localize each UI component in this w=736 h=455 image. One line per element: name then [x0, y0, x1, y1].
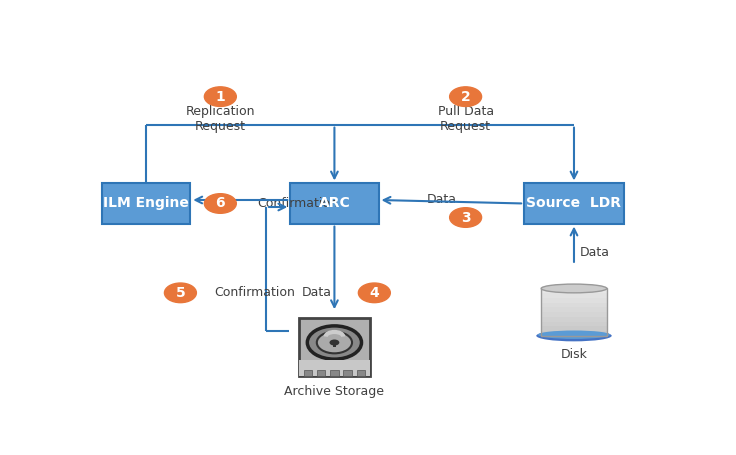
- Text: 3: 3: [461, 211, 470, 224]
- Text: Data: Data: [580, 246, 609, 259]
- Text: 4: 4: [369, 286, 379, 300]
- Text: Replication
Request: Replication Request: [185, 106, 255, 133]
- Text: 5: 5: [176, 286, 185, 300]
- Text: Pull Data
Request: Pull Data Request: [437, 106, 494, 133]
- Bar: [299, 318, 370, 376]
- FancyBboxPatch shape: [290, 183, 378, 224]
- Bar: [541, 312, 606, 317]
- Text: Source  LDR: Source LDR: [526, 197, 621, 211]
- Text: 1: 1: [216, 90, 225, 104]
- Bar: [541, 326, 606, 331]
- Bar: [541, 298, 606, 303]
- Ellipse shape: [541, 284, 606, 293]
- Bar: [299, 360, 370, 376]
- Bar: [541, 308, 606, 312]
- Text: Confirmation: Confirmation: [215, 286, 296, 299]
- Bar: [541, 293, 606, 298]
- Text: Data: Data: [302, 286, 331, 299]
- Bar: [541, 288, 606, 293]
- Circle shape: [308, 326, 361, 359]
- Ellipse shape: [537, 330, 612, 341]
- Bar: [541, 322, 606, 326]
- Circle shape: [330, 339, 339, 345]
- Bar: [541, 303, 606, 308]
- Circle shape: [316, 332, 352, 354]
- Circle shape: [450, 87, 481, 106]
- Circle shape: [450, 207, 481, 228]
- Bar: [357, 370, 365, 376]
- Circle shape: [164, 283, 197, 303]
- Bar: [303, 370, 312, 376]
- Bar: [344, 370, 352, 376]
- Circle shape: [358, 283, 390, 303]
- FancyBboxPatch shape: [102, 183, 191, 224]
- Bar: [330, 370, 339, 376]
- Bar: [541, 288, 606, 336]
- Bar: [316, 370, 325, 376]
- FancyBboxPatch shape: [524, 183, 624, 224]
- Text: 6: 6: [216, 197, 225, 211]
- Text: Disk: Disk: [561, 348, 587, 361]
- Text: ARC: ARC: [319, 197, 350, 211]
- Text: Data: Data: [427, 193, 457, 207]
- Circle shape: [205, 87, 236, 106]
- Bar: [541, 331, 606, 336]
- Text: 2: 2: [461, 90, 470, 104]
- Ellipse shape: [538, 330, 610, 339]
- Bar: [333, 343, 336, 347]
- Circle shape: [205, 194, 236, 213]
- Text: Confirmation: Confirmation: [258, 197, 339, 210]
- Text: ILM Engine: ILM Engine: [103, 197, 189, 211]
- Text: Archive Storage: Archive Storage: [284, 385, 384, 398]
- Bar: [541, 317, 606, 322]
